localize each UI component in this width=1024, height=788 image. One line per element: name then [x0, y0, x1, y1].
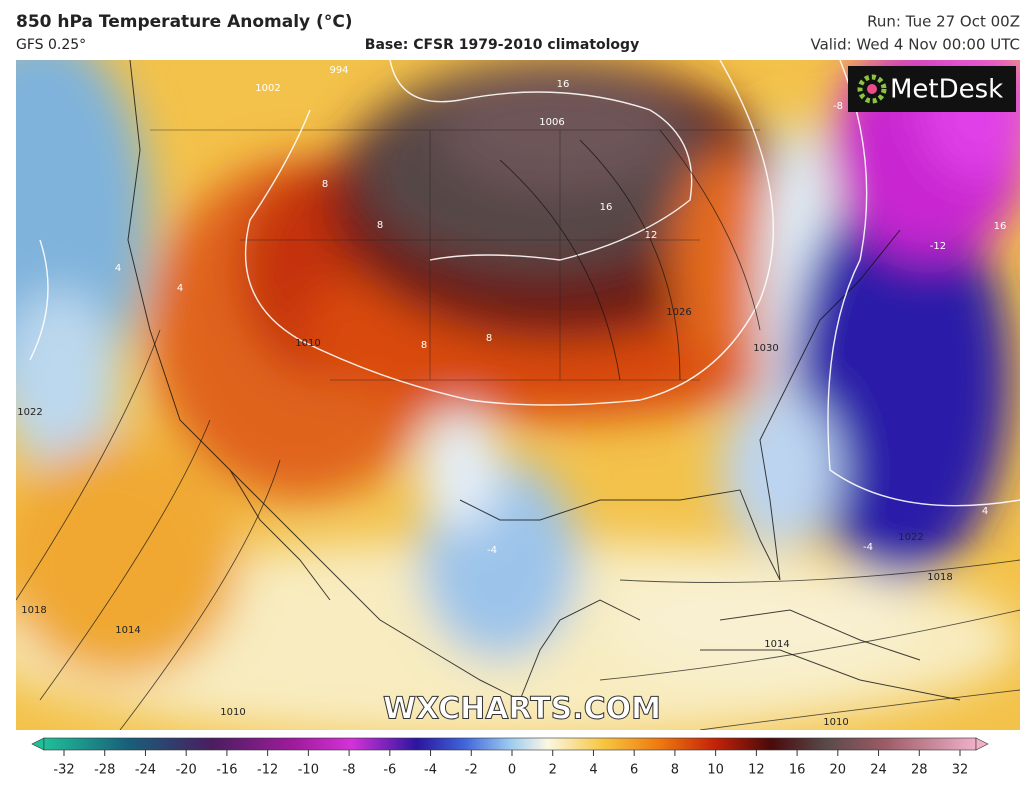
map-label: 16: [994, 221, 1007, 232]
colorbar-arrow-right: [975, 737, 989, 751]
logo-icon: [857, 74, 887, 104]
map-label: 4: [177, 283, 183, 294]
colorbar-tick-label: 32: [952, 763, 969, 778]
map-label: -4: [487, 545, 497, 556]
map-label: 1014: [764, 639, 789, 650]
borders: [150, 129, 760, 381]
map-label: 16: [600, 202, 613, 213]
title: 850 hPa Temperature Anomaly (°C): [16, 12, 353, 32]
map-label: 1002: [255, 83, 280, 94]
map-label: 1006: [539, 117, 564, 128]
colorbar-tick-label: -16: [216, 763, 237, 778]
coastlines: [127, 60, 961, 701]
map-label: 1026: [666, 307, 691, 318]
valid: Valid: Wed 4 Nov 00:00 UTC: [810, 36, 1020, 54]
map-label: 8: [322, 179, 328, 190]
map-label: 1018: [927, 572, 952, 583]
colorbar-tick-label: 24: [870, 763, 887, 778]
map-label: 8: [421, 340, 427, 351]
colorbar-tick-label: 10: [707, 763, 724, 778]
map-label: 1010: [823, 717, 848, 728]
colorbar-tick-label: -12: [257, 763, 278, 778]
map-label: 1030: [753, 343, 778, 354]
map-label: 8: [486, 333, 492, 344]
colorbar-tick-label: 28: [911, 763, 928, 778]
map-label: 1018: [21, 605, 46, 616]
model: GFS 0.25°: [16, 37, 86, 53]
map-label: 4: [982, 506, 988, 517]
map: 994 1002 16 1006 16 12 -8 16 -12 8 8 8 8 4 4 1010 1026 10…: [16, 60, 1020, 730]
map-label: -12: [930, 241, 946, 252]
colorbar-tick-label: -4: [424, 763, 437, 778]
colorbar-tick-label: -6: [383, 763, 396, 778]
map-label: 8: [377, 220, 383, 231]
logo: MetDesk: [890, 75, 1003, 105]
map-label: 1022: [898, 532, 923, 543]
colorbar-tick-label: 6: [630, 763, 638, 778]
map-label: 4: [115, 263, 121, 274]
map-labels: 994 1002 16 1006 16 12 -8 16 -12 8 8 8 8 4 4 1010 1026 10…: [17, 65, 1006, 728]
colorbar-tick-label: 12: [748, 763, 765, 778]
colorbar-tick-label: 0: [508, 763, 516, 778]
map-label: -8: [833, 101, 843, 112]
map-label: 1010: [295, 338, 320, 349]
colorbar-arrow-left: [31, 737, 45, 751]
colorbar-tick-label: 20: [830, 763, 847, 778]
colorbar-tick-label: -32: [53, 763, 74, 778]
colorbar-tick-label: -8: [343, 763, 356, 778]
map-label: 1022: [17, 407, 42, 418]
colorbar-tick-label: -20: [176, 763, 197, 778]
map-label: 994: [329, 65, 348, 76]
colorbar-tick-label: -10: [298, 763, 319, 778]
map-label: 16: [557, 79, 570, 90]
colorbar-ticks: -32 -28 -24 -20 -16 -12 -10 -8 -6 -4 -2 0 2 4 6 8 10 12 16…: [53, 750, 968, 778]
colorbar-tick-label: 8: [671, 763, 679, 778]
watermark: WXCHARTS.COM: [383, 692, 661, 727]
colorbar: [43, 737, 977, 751]
anomaly-contours: [29, 60, 1020, 507]
colorbar-tick-label: 16: [789, 763, 806, 778]
map-label: 12: [645, 230, 658, 241]
colorbar-tick-label: 2: [549, 763, 557, 778]
colorbar-tick-label: -28: [94, 763, 115, 778]
run: Run: Tue 27 Oct 00Z: [867, 13, 1020, 31]
colorbar-tick-label: -2: [465, 763, 478, 778]
map-label: -4: [863, 542, 873, 553]
map-label: 1010: [220, 707, 245, 718]
base: Base: CFSR 1979-2010 climatology: [365, 37, 639, 53]
isobars: [16, 129, 1020, 730]
colorbar-tick-label: -24: [135, 763, 156, 778]
map-label: 1014: [115, 625, 140, 636]
colorbar-tick-label: 4: [589, 763, 597, 778]
